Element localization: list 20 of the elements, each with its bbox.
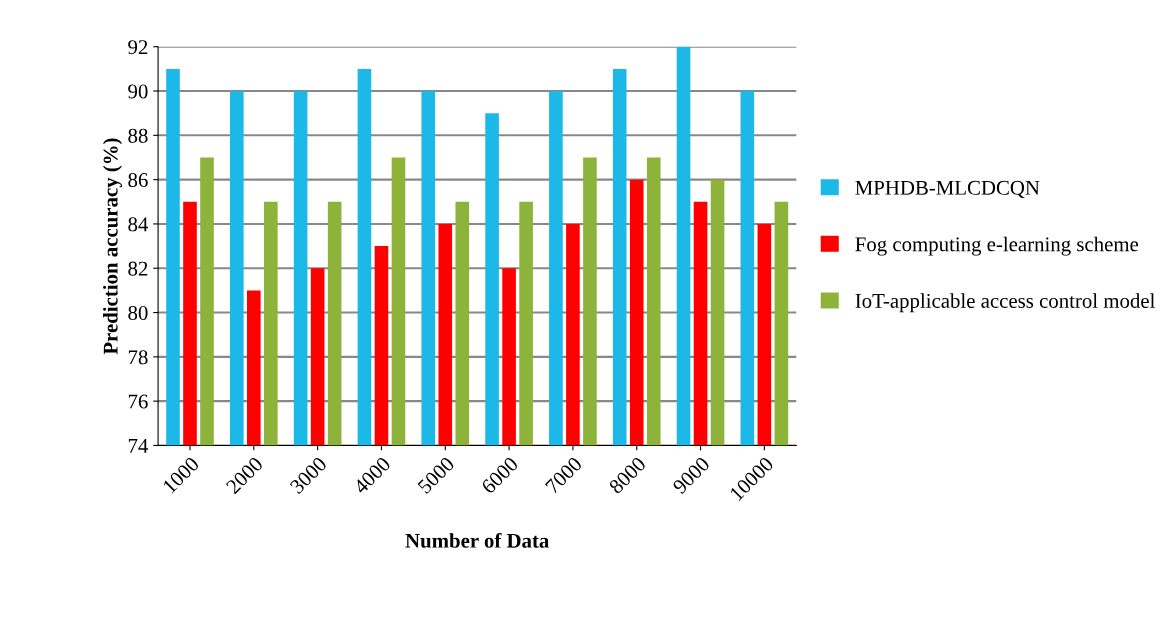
y-tick-label: 88	[128, 128, 148, 143]
y-tick-label: 80	[128, 305, 148, 320]
y-axis-title: Prediction accuracy (%)	[103, 138, 122, 355]
y-tick-label: 84	[128, 217, 149, 232]
legend-label: Fog computing e-learning scheme	[855, 236, 1139, 256]
x-tick-label: 7000	[544, 456, 583, 495]
y-tick-label: 92	[128, 40, 148, 55]
x-tick-label: 1000	[162, 456, 200, 494]
x-tick-label: 6000	[480, 456, 519, 495]
legend-label: IoT-applicable access control model	[855, 293, 1155, 313]
x-tick-label: 4000	[352, 456, 392, 495]
y-tick-label: 86	[128, 173, 148, 188]
y-tick-label: 74	[128, 438, 149, 453]
legend-label: MPHDB-MLCDCQN	[855, 180, 1040, 198]
x-tick-label: 8000	[608, 456, 647, 495]
y-tick-label: 90	[128, 84, 148, 99]
x-axis-title: Number of Data	[405, 532, 550, 548]
y-tick-label: 78	[128, 350, 148, 365]
y-tick-label: 82	[128, 261, 148, 276]
y-tick-label: 76	[128, 394, 148, 409]
